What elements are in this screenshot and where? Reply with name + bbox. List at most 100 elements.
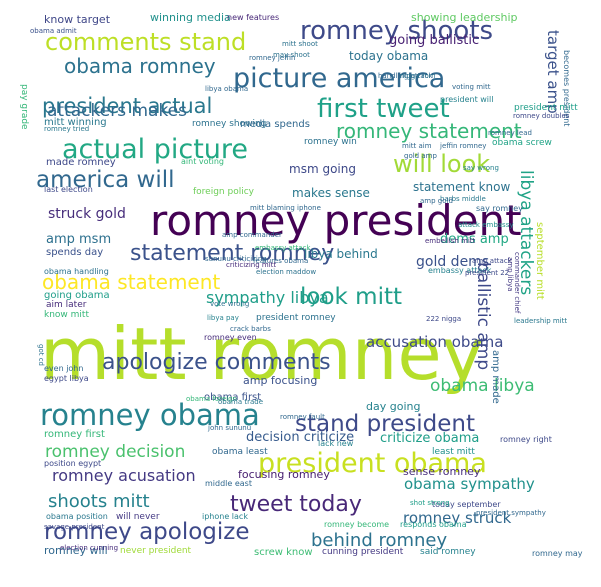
word-47: decision criticize [246,430,355,445]
word-63: mitt winning [44,117,107,128]
word-32: struck gold [48,206,126,222]
word-98: romney even [204,333,257,342]
word-56: ballistic amp [473,262,493,371]
word-135: amp gold [420,197,453,205]
word-27: obama sympathy [404,475,535,493]
word-143: romney lead [488,129,532,137]
word-79: lack new [318,439,354,448]
word-38: makes sense [292,186,370,200]
word-72: amp made [490,350,501,404]
word-80: even john [44,364,84,373]
word-93: romney may [532,549,583,558]
word-99: romney fault [280,413,325,421]
word-70: foreign policy [193,187,254,197]
word-17: tweet today [230,492,362,517]
word-96: september mitt [534,222,545,300]
word-139: gold amp [404,152,437,160]
word-119: amp attack [472,257,512,265]
word-61: romney jeffin [249,54,296,62]
word-124: leadership mitt [514,317,568,325]
word-104: features obama [253,257,309,265]
word-50: romney will [44,544,108,557]
word-3: picture america [233,63,446,94]
word-9: romney statement [336,119,522,143]
word-85: position egypt [44,459,102,468]
word-141: amp commander [222,231,282,239]
word-45: sense romney [403,465,481,478]
word-137: say wrong [463,164,499,172]
word-91: cunning president [322,547,404,557]
word-97: obama foreign [186,395,237,403]
word-14: obama statement [42,270,221,294]
word-95: today september [432,500,501,509]
word-8: president actual [42,94,213,118]
word-cloud-canvas: mitt romney romney president president oba… [19,0,586,572]
word-55: target amp [544,30,562,114]
word-120: crack barbs [230,325,271,333]
word-113: libya obama [205,85,249,93]
word-108: handling attack [378,72,433,80]
word-51: screw know [254,547,313,558]
word-19: stand president [295,411,476,437]
word-116: barbs middle [440,195,486,203]
word-115: romney tried [44,125,90,133]
word-105: election maddow [256,268,317,276]
word-11: america will [36,167,175,193]
word-23: romney decision [45,442,186,462]
word-94: responds obama [400,520,467,529]
word-62: president mitt [514,103,578,113]
word-37: today obama [349,49,429,63]
word-140: 222 nigga [426,315,462,323]
word-122: shot strong [410,499,450,507]
word-44: showing leadership [411,11,518,24]
word-1: romney president [150,196,522,245]
word-18: romney apologize [44,519,250,545]
word-15: look mitt [300,284,402,310]
word-7: first tweet [317,94,450,124]
word-58: obama first [204,392,262,403]
word-2: president obama [258,448,487,479]
word-22: obama libya [430,376,535,396]
word-131: mitt shoot [282,40,318,48]
word-88: iphone lack [202,512,248,521]
word-78: john sununu [208,424,252,432]
word-24: shoots mitt [48,491,150,512]
word-68: made romney [46,157,116,168]
word-127: attack embassy [458,221,514,229]
word-136: obama trade [218,398,264,406]
word-53: spends day [46,247,104,258]
word-33: amp msm [46,232,112,247]
word-83: least mitt [432,447,475,457]
word-132: romney doubles [513,112,570,120]
word-40: statement know [413,180,511,194]
word-0: mitt romney [40,312,485,396]
word-66: romney win [304,137,357,147]
word-4: romney obama [40,398,260,432]
word-67: obama screw [492,138,552,148]
word-39: msm going [289,162,356,176]
word-117: say romney [476,204,523,213]
word-34: gold dems [416,254,490,270]
word-75: obama handling [44,267,109,276]
word-64: romney showing [192,119,267,129]
word-129: president 22 [465,269,510,277]
word-81: egypt libya [44,374,89,383]
word-106: embassy attack [255,244,311,252]
word-102: mitt blaming iphone [250,204,321,212]
word-87: will never [116,512,160,522]
word-69: aint voting [181,157,225,166]
word-12: will look [393,150,491,178]
word-16: apologize comments [102,350,331,375]
word-49: amp focusing [243,374,318,387]
word-29: sympathy libya [206,288,329,307]
word-130: election cunning [60,544,119,552]
word-138: mitt aim [402,142,432,150]
word-84: middle east [205,479,252,488]
word-76: aim later [46,300,87,310]
word-111: pay grade [19,84,29,130]
word-57: romney first [44,429,105,440]
word-142: amp libya [506,257,514,292]
word-103: sununu criticizing [205,255,267,263]
word-25: romney acusation [52,466,196,485]
